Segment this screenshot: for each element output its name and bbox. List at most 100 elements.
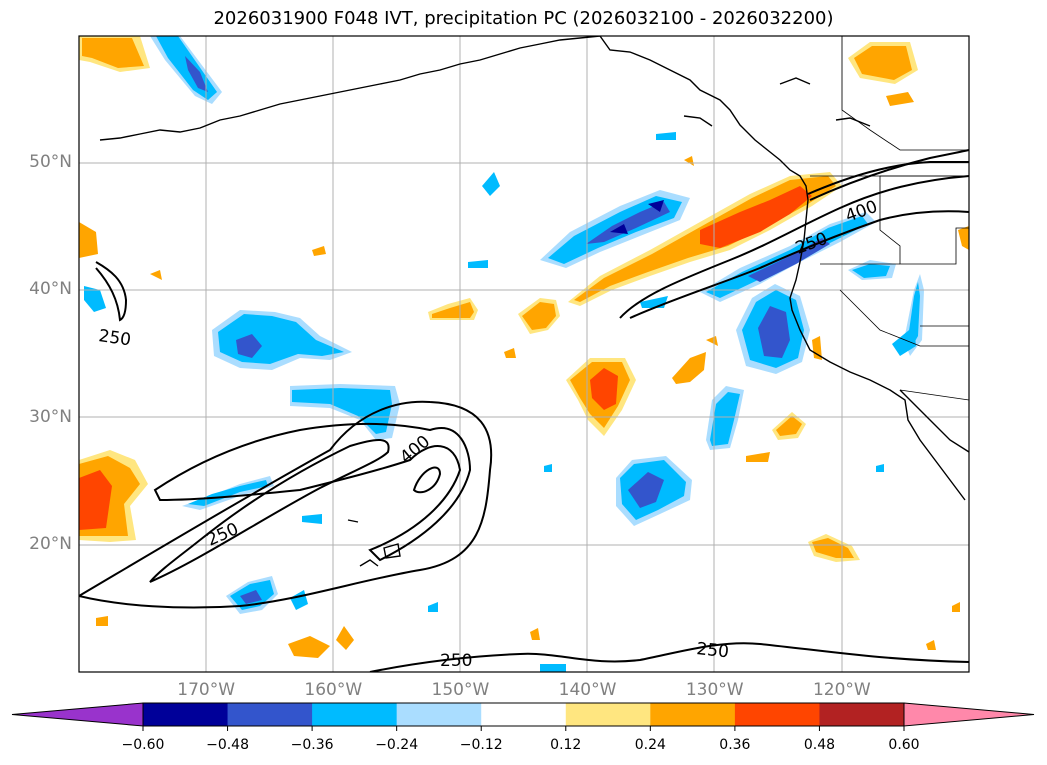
precip-positive-area (886, 92, 914, 106)
ivt-contour-250 (619, 175, 969, 319)
borders (810, 36, 969, 401)
longitude-label: 130°W (685, 680, 744, 700)
precip-positive-area (590, 368, 618, 410)
precip-positive-area (952, 602, 960, 612)
ivt-contour-400 (153, 422, 472, 562)
coastlines (99, 36, 969, 567)
latitude-label: 30°N (29, 406, 72, 427)
gridlines (79, 36, 969, 672)
precip-negative-area (628, 472, 664, 508)
colorbar-segment (650, 703, 736, 726)
precip-positive-area (926, 640, 936, 650)
longitude-label: 140°W (558, 680, 617, 700)
precip-positive-area (776, 416, 802, 436)
precip-positive-area (684, 156, 694, 166)
colorbar-segment (481, 703, 567, 726)
latitude-label: 50°N (29, 152, 72, 173)
longitude-label: 150°W (431, 680, 490, 700)
precip-negative-area (188, 480, 268, 506)
precip-negative-area (610, 224, 628, 234)
ivt-contour-label: 250 (793, 229, 830, 259)
longitude-label: 170°W (177, 680, 236, 700)
precip-positive-area (79, 222, 98, 258)
colorbar-tick-label: 0.36 (719, 737, 751, 753)
precip-positive-area (530, 628, 540, 640)
precip-positive-area (336, 626, 354, 650)
longitude-label: 120°W (812, 680, 871, 700)
precip-negative-area (540, 664, 566, 672)
map-title: 2026031900 F048 IVT, precipitation PC (2… (213, 8, 834, 29)
precip-positive-area (706, 336, 718, 346)
precip-positive-area (504, 348, 516, 358)
ivt-contour-250 (95, 261, 128, 322)
precip-positive-area (79, 470, 112, 530)
ivt-contour-400 (807, 161, 969, 195)
precip-negative-area (876, 464, 884, 472)
precip-positive-area (746, 452, 770, 462)
precip-positive-area (96, 616, 108, 626)
colorbar-tick-label: −0.24 (375, 737, 419, 753)
colorbar-tick-label: 0.60 (888, 737, 920, 753)
colorbar-segment (819, 703, 905, 726)
ivt-contour-label: 250 (204, 519, 242, 550)
colorbar-segment (734, 703, 820, 726)
ivt-contour-label: 250 (695, 639, 729, 662)
colorbar (11, 702, 1035, 731)
ivt-contour-250 (79, 400, 493, 609)
precip-positive-area (432, 302, 474, 318)
precip-positive-area (812, 336, 822, 360)
colorbar-segment (227, 703, 313, 726)
precip-negative-area (84, 286, 106, 312)
precip-positive-area (150, 270, 162, 280)
precip-negative-area (648, 200, 664, 212)
precip-positive-area (854, 46, 912, 80)
precip-positive-area (812, 538, 854, 558)
precip-positive-area (288, 636, 330, 658)
precip-negative-area (758, 306, 790, 358)
map-frame (78, 35, 970, 673)
precip-negative-area (302, 514, 322, 524)
precip-negative-area (544, 464, 552, 472)
colorbar-tick-label: 0.48 (803, 737, 836, 753)
colorbar-extend-min (11, 702, 144, 727)
colorbar-frame (142, 702, 905, 727)
precip-positive-area (312, 246, 326, 256)
precip-negative-area (586, 202, 670, 244)
ivt-contour-400 (629, 210, 969, 319)
precip-negative-area (292, 388, 392, 434)
ivt-contour-label: 250 (440, 651, 472, 671)
colorbar-tick-label: 0.12 (550, 737, 582, 753)
ivt-contour-250 (809, 149, 969, 201)
colorbar-segment (143, 703, 229, 726)
precip-negative-area (428, 602, 438, 612)
precip-positive-area (958, 226, 969, 250)
longitude-label: 160°W (304, 680, 363, 700)
precip-negative-area (656, 132, 676, 140)
colorbar-tick-label: −0.36 (290, 737, 334, 753)
latitude-label: 20°N (29, 533, 72, 554)
colorbar-extend-max (903, 702, 1035, 727)
colorbar-tick-label: −0.60 (121, 737, 165, 753)
ivt-contours (79, 149, 969, 672)
colorbar-segment (312, 703, 398, 726)
precip-negative-area (240, 590, 262, 604)
colorbar-tick-label: −0.48 (206, 737, 249, 753)
precip-negative-area (892, 326, 916, 356)
colorbar-segment (396, 703, 482, 726)
latitude-label: 40°N (29, 279, 72, 300)
precip-shading (79, 36, 969, 672)
precip-negative-area (482, 172, 500, 196)
precip-positive-area (82, 38, 144, 68)
precip-negative-area (236, 334, 262, 358)
ivt-contour-400 (412, 466, 442, 494)
precip-negative-area (185, 56, 208, 92)
colorbar-segment (565, 703, 651, 726)
ivt-contour-250 (369, 642, 969, 672)
colorbar-tick-label: 0.24 (634, 737, 666, 753)
precip-positive-area (522, 302, 556, 330)
colorbar-tick-label: −0.12 (459, 737, 503, 753)
precip-positive-area (700, 186, 812, 248)
precip-negative-area (290, 590, 308, 610)
precip-negative-area (748, 238, 830, 282)
